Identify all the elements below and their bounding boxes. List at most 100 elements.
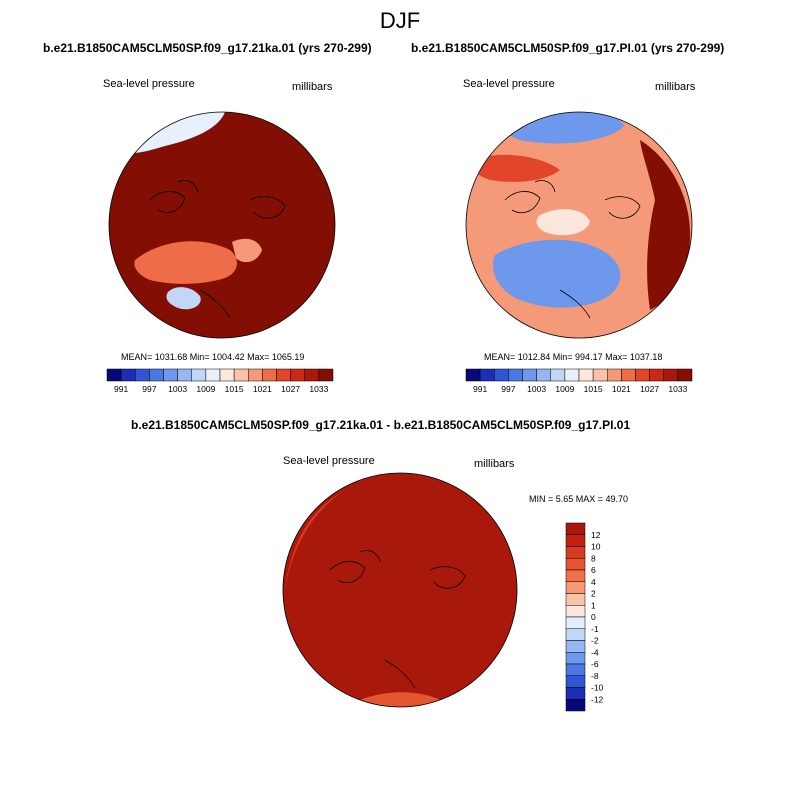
panel-2-region-arctic-ridge [536, 209, 590, 236]
panel-1-region-north-atlantic [134, 241, 237, 284]
colorbar-swatch [565, 558, 586, 571]
panel-3-coastline-4 [359, 550, 381, 563]
colorbar-swatch [565, 640, 586, 653]
colorbar-tick-label: 991 [114, 384, 128, 394]
colorbar-tick-label: 8 [591, 553, 596, 563]
colorbar-tick-label: 1027 [281, 384, 300, 394]
colorbar-tick-label: 10 [591, 542, 601, 552]
panel-2-map [466, 112, 692, 338]
colorbar-swatch [120, 368, 136, 382]
panel-2-units-label: millibars [655, 81, 696, 93]
colorbar-tick-label: 1015 [584, 384, 603, 394]
colorbar-swatch [219, 368, 235, 382]
panel-3-title: b.e21.B1850CAM5CLM50SP.f09_g17.21ka.01 -… [131, 418, 631, 432]
colorbar-tick-label: 991 [473, 384, 487, 394]
panel-2-region-siberian-high [640, 140, 691, 310]
colorbar-tick-label: -6 [591, 659, 599, 669]
panel-2-region-iceland-low [492, 239, 621, 308]
colorbar-swatch [564, 368, 580, 382]
colorbar-swatch [290, 368, 305, 382]
panel-3-coastline-2 [429, 566, 466, 589]
colorbar-swatch [550, 368, 566, 382]
colorbar-swatch [248, 368, 263, 382]
colorbar-swatch [262, 368, 277, 382]
panel-3-coastline-3 [384, 659, 416, 689]
colorbar-tick-label: 1009 [196, 384, 215, 394]
colorbar-swatch [565, 593, 586, 606]
figure-title: DJF [379, 8, 421, 33]
colorbar-tick-label: -2 [591, 636, 599, 646]
colorbar-swatch [663, 368, 679, 382]
colorbar-tick-label: 1009 [555, 384, 574, 394]
panel-1-region-iceland-low [232, 238, 262, 263]
panel-1-units-label: millibars [292, 81, 333, 93]
panel-2-colorbar: 991 997 1003 1009 1015 1021 1027 1033 [465, 368, 693, 394]
colorbar-tick-label: -8 [591, 671, 599, 681]
panel-2-coastline-2 [604, 196, 641, 219]
panel-3-stats: MIN = 5.65 MAX = 49.70 [529, 494, 629, 504]
colorbar-swatch [465, 368, 481, 382]
colorbar-swatch [191, 368, 207, 382]
colorbar-tick-label: 1003 [168, 384, 187, 394]
panel-1-coastline-3 [199, 289, 231, 319]
colorbar-tick-label: 12 [591, 530, 601, 540]
colorbar-swatch [565, 546, 586, 559]
colorbar-swatch [508, 368, 523, 382]
colorbar-tick-label: 1021 [612, 384, 631, 394]
colorbar-tick-label: -4 [591, 647, 599, 657]
colorbar-swatch [479, 368, 495, 382]
colorbar-swatch [565, 605, 586, 618]
panel-2-stats: MEAN= 1012.84 Min= 994.17 Max= 1037.18 [484, 352, 663, 362]
colorbar-swatch [233, 368, 249, 382]
panel-2-title: b.e21.B1850CAM5CLM50SP.f09_g17.PI.01 (yr… [411, 41, 725, 55]
colorbar-swatch [135, 368, 150, 382]
colorbar-swatch [177, 368, 192, 382]
colorbar-swatch [649, 368, 664, 382]
colorbar-swatch [565, 616, 586, 629]
colorbar-swatch [149, 368, 164, 382]
colorbar-swatch [205, 368, 221, 382]
panel-3-variable-label: Sea-level pressure [283, 455, 375, 467]
colorbar-tick-label: 2 [591, 589, 596, 599]
colorbar-swatch [565, 699, 586, 712]
colorbar-tick-label: 1015 [225, 384, 244, 394]
colorbar-tick-label: -12 [591, 694, 604, 704]
panel-1-region-north-pacific-blue [125, 112, 225, 153]
panel-1-coastline-2 [249, 196, 286, 219]
colorbar-tick-label: 997 [142, 384, 156, 394]
colorbar-tick-label: 1033 [668, 384, 687, 394]
colorbar-swatch [276, 368, 291, 382]
colorbar-swatch [677, 368, 693, 382]
colorbar-tick-label: 6 [591, 565, 596, 575]
panel-1-map [109, 112, 335, 338]
colorbar-swatch [621, 368, 636, 382]
panel-2-coastline-3 [559, 289, 591, 319]
colorbar-swatch [163, 368, 178, 382]
colorbar-swatch [578, 368, 594, 382]
panel-1-coastline-4 [177, 180, 199, 193]
panel-1-coastline-1 [149, 191, 186, 214]
colorbar-tick-label: 997 [501, 384, 515, 394]
colorbar-swatch [318, 368, 334, 382]
panel-1-title: b.e21.B1850CAM5CLM50SP.f09_g17.21ka.01 (… [43, 41, 372, 55]
panel-2-coastline-1 [504, 191, 541, 214]
panel-3-region-background [283, 473, 517, 707]
colorbar-tick-label: 0 [591, 612, 596, 622]
panel-2-variable-label: Sea-level pressure [463, 78, 555, 90]
panel-1-stats: MEAN= 1031.68 Min= 1004.42 Max= 1065.19 [121, 352, 305, 362]
panel-3-coastline-1 [329, 561, 366, 584]
colorbar-swatch [565, 675, 586, 688]
colorbar-swatch [304, 368, 320, 382]
panel-1-colorbar: 991 997 1003 1009 1015 1021 1027 1033 [106, 368, 334, 394]
colorbar-swatch [565, 569, 586, 582]
panel-3-map-border [282, 472, 518, 708]
colorbar-tick-label: 1021 [253, 384, 272, 394]
colorbar-swatch [607, 368, 622, 382]
panel-3-map [283, 473, 517, 707]
colorbar-swatch [536, 368, 551, 382]
panel-3-units-label: millibars [474, 458, 515, 470]
colorbar-tick-label: -10 [591, 683, 604, 693]
colorbar-tick-label: -1 [591, 624, 599, 634]
